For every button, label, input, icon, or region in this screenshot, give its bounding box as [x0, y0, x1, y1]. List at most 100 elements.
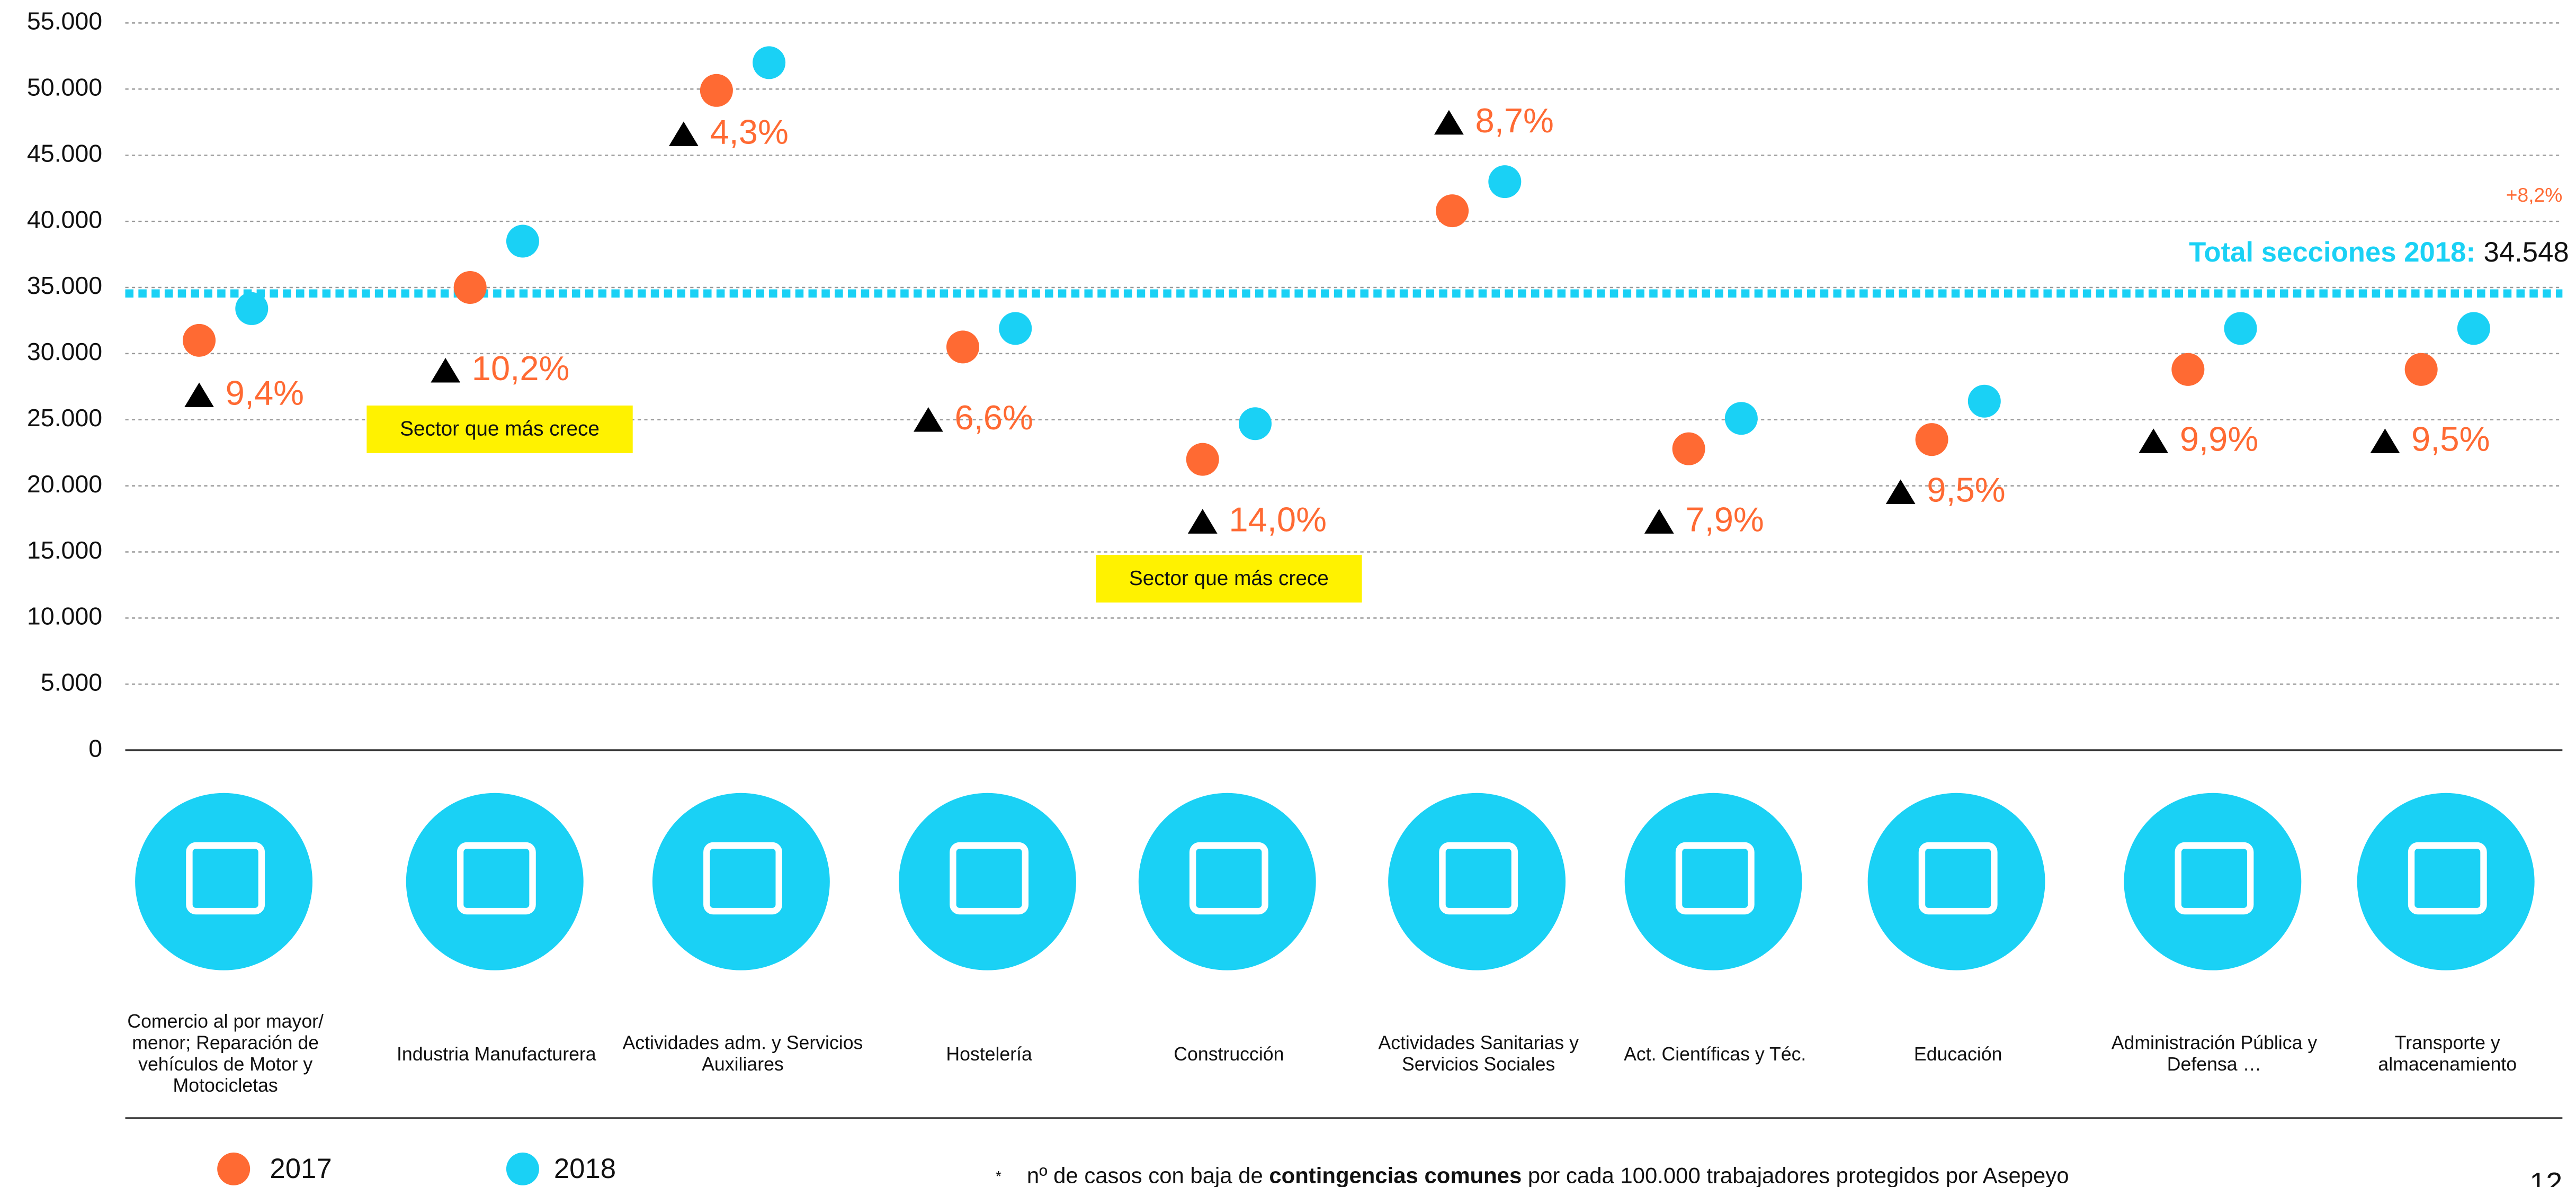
reference-label: Total secciones 2018: 34.548 [2189, 237, 2569, 268]
x-tick-label: Construcción [1174, 1045, 1284, 1065]
x-tick-label: Actividades Sanitarias y Servicios Socia… [1378, 1034, 1579, 1076]
y-tick-label: 30.000 [27, 338, 102, 365]
category-label-box: Educación [1913, 1045, 2002, 1065]
growth-triangle [668, 121, 699, 146]
icon-glyph [1918, 842, 1998, 915]
highlight-label: Sector que más crece [1129, 567, 1329, 590]
x-tick-label: Act. Científicas y Téc. [1624, 1045, 1806, 1065]
icon-glyph [1675, 842, 1755, 915]
point [2457, 312, 2490, 345]
y-tick-label: 20.000 [27, 470, 102, 498]
point [1488, 165, 1522, 199]
growth-triangle [1187, 509, 1218, 534]
point [2171, 353, 2205, 386]
sector-icon [1867, 793, 2045, 970]
category-label-box: Actividades Sanitarias y Servicios Socia… [1378, 1034, 1579, 1076]
y-tick-label: 50.000 [27, 74, 102, 101]
point [946, 330, 980, 364]
point [1186, 443, 1219, 476]
growth-triangle [431, 358, 461, 383]
highlight-label: Sector que más crece [400, 418, 600, 440]
y-tick-label: 35.000 [27, 272, 102, 299]
point [506, 224, 539, 258]
sector-icon [652, 793, 830, 970]
category-label-box: Hostelería [946, 1045, 1032, 1065]
sector-icon [135, 793, 313, 970]
x-tick-label: Hostelería [946, 1045, 1032, 1065]
footnote-text: por cada 100.000 trabajadores protegidos… [1522, 1163, 2069, 1187]
icon-glyph [950, 842, 1029, 915]
highlight-box [1096, 555, 1362, 603]
icon-glyph [186, 842, 265, 915]
point [753, 46, 786, 79]
y-tick-label: 55.000 [27, 7, 102, 35]
category-label-box: Industria Manufacturera [396, 1045, 596, 1065]
icon-glyph [703, 842, 782, 915]
icon-glyph [457, 842, 536, 915]
y-tick-label: 10.000 [27, 603, 102, 630]
x-tick-label: Educación [1913, 1045, 2002, 1065]
point [183, 323, 216, 357]
point [2224, 312, 2257, 345]
y-tick-label: 40.000 [27, 205, 102, 233]
legend-swatch [506, 1152, 539, 1185]
icon-glyph [2175, 842, 2254, 915]
icon-glyph [2408, 842, 2487, 915]
growth-label: 7,9% [1685, 500, 1764, 538]
x-tick-label: Transporte y almacenamiento [2378, 1034, 2517, 1076]
point [1238, 407, 1272, 440]
legend-label: 2018 [554, 1153, 616, 1184]
point [1967, 384, 2001, 418]
point [1436, 194, 1469, 228]
growth-triangle [1885, 479, 1916, 504]
point [453, 271, 487, 304]
highlight-box [366, 405, 633, 453]
category-label-box: Administración Pública y Defensa … [2111, 1034, 2318, 1076]
x-tick-label: Industria Manufacturera [396, 1045, 596, 1065]
reference-change: +8,2% [2506, 184, 2563, 206]
sector-icon [2357, 793, 2535, 970]
reference-title: Total secciones 2018: [2189, 237, 2475, 268]
growth-triangle [2370, 428, 2400, 453]
x-tick-label: Comercio al por mayor/ menor; Reparación… [127, 1013, 324, 1097]
y-tick-label: 0 [88, 734, 102, 762]
category-label-box: Construcción [1174, 1045, 1284, 1065]
y-tick-label: 15.000 [27, 536, 102, 564]
growth-label: 9,5% [1927, 470, 2005, 509]
category-label-box: Transporte y almacenamiento [2378, 1034, 2517, 1076]
point [1915, 423, 1948, 456]
point [1672, 432, 1705, 465]
page-number: 12 [2529, 1166, 2562, 1187]
reference-value: 34.548 [2484, 237, 2569, 268]
legend-swatch [217, 1152, 251, 1185]
growth-label: 14,0% [1229, 500, 1327, 538]
y-tick-label: 5.000 [41, 669, 102, 696]
sector-icon [1388, 793, 1566, 970]
legend-label: 2017 [270, 1153, 332, 1184]
point [1724, 402, 1758, 435]
growth-label: 9,9% [2180, 419, 2258, 458]
y-tick-label: 45.000 [27, 139, 102, 167]
footnote-marker: * [996, 1168, 1001, 1184]
footnote-bold: contingencias comunes [1269, 1163, 1522, 1187]
sector-icon [899, 793, 1076, 970]
growth-triangle [1644, 509, 1674, 534]
growth-label: 4,3% [710, 112, 788, 151]
point [700, 74, 733, 107]
point [2404, 353, 2438, 386]
icon-glyph [1189, 842, 1268, 915]
point [235, 292, 269, 325]
x-tick-label: Actividades adm. y Servicios Auxiliares [622, 1034, 863, 1076]
sector-icon [2124, 793, 2302, 970]
growth-triangle [184, 382, 214, 408]
sector-icon [406, 793, 584, 970]
growth-triangle [1434, 110, 1464, 135]
growth-label: 9,4% [226, 374, 304, 412]
growth-label: 10,2% [472, 349, 570, 388]
growth-label: 8,7% [1475, 101, 1554, 140]
category-label-box: Act. Científicas y Téc. [1624, 1045, 1806, 1065]
sector-icon [1138, 793, 1316, 970]
growth-label: 9,5% [2411, 419, 2490, 458]
x-tick-label: Administración Pública y Defensa … [2111, 1034, 2318, 1076]
